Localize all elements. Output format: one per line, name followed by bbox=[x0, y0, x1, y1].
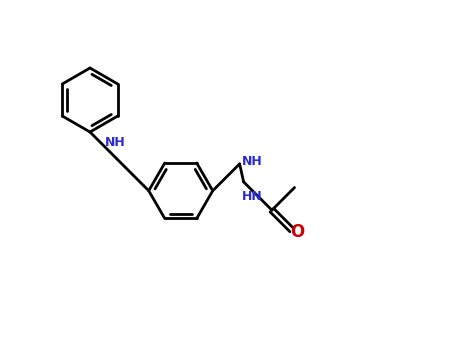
Text: NH: NH bbox=[105, 136, 125, 149]
Text: NH: NH bbox=[242, 155, 263, 168]
Text: O: O bbox=[291, 223, 305, 241]
Text: HN: HN bbox=[242, 190, 263, 203]
